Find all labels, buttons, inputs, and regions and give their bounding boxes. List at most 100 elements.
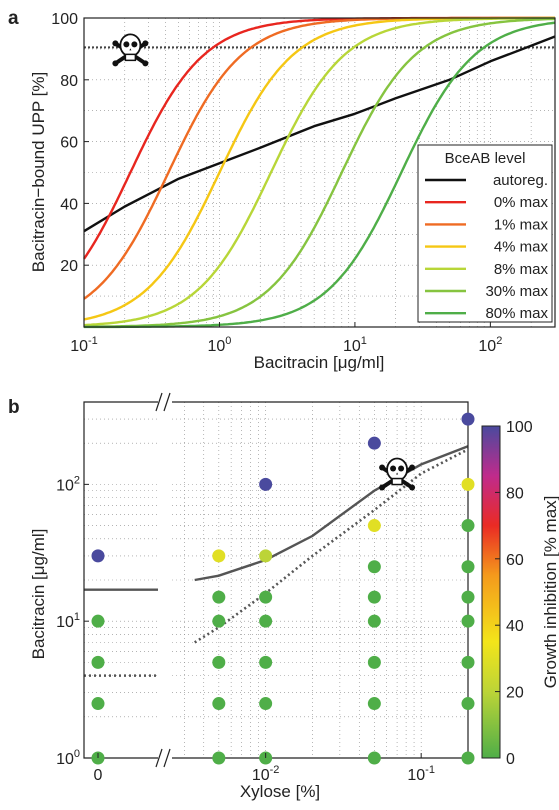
colorbar-tick-label: 80 [506, 485, 524, 502]
series-line-5 [84, 17, 556, 328]
x-tick-label: 0 [94, 767, 103, 784]
x-tick-label-base: 10 [252, 767, 270, 784]
solid-threshold-line [194, 445, 469, 582]
x-tick-label-base: 10 [70, 338, 88, 355]
legend-label-0: autoreg. [493, 172, 548, 189]
colorbar-tick-label: 0 [506, 751, 515, 768]
x-tick-label-base: 10 [207, 338, 225, 355]
panel-b-y-label: Bacitracin [μg/ml] [29, 529, 48, 660]
colorbar-label: Growth inhibition [% max] [541, 496, 559, 689]
data-point [212, 549, 226, 563]
x-tick-label-exp: -2 [270, 764, 280, 776]
y-tick-label: 101 [56, 611, 80, 631]
y-tick-label: 100 [51, 11, 78, 28]
panel-a-legend: BceAB level autoreg. 0% max 1% max 4% max 8%… [417, 144, 553, 323]
colorbar-tick-label: 20 [506, 685, 524, 702]
colorbar-tick-label: 40 [506, 618, 524, 635]
x-tick-label-exp: -1 [425, 764, 435, 776]
data-point [212, 614, 226, 628]
x-tick-label-base: 10 [407, 767, 425, 784]
skull-crossbones-icon [110, 32, 151, 69]
series-line-4 [83, 16, 555, 327]
x-tick-label-exp: 0 [225, 335, 231, 347]
panel-a-letter: a [8, 8, 19, 29]
dotted-threshold-line [194, 448, 469, 644]
data-point [259, 590, 273, 604]
panel-a-threshold [84, 32, 555, 69]
x-tick-label: 10-1 [70, 335, 98, 355]
data-point [367, 519, 381, 533]
legend-label-4: 8% max [494, 261, 549, 278]
data-point [461, 697, 475, 711]
data-point [461, 751, 475, 765]
legend-label-6: 80% max [485, 305, 548, 322]
legend-label-2: 1% max [494, 216, 549, 233]
legend-label-3: 4% max [494, 239, 549, 256]
y-tick-label: 60 [60, 135, 78, 152]
data-point [461, 590, 475, 604]
axis-break-mark [155, 392, 163, 412]
panel-b-plot-frame [83, 392, 469, 768]
data-point [212, 751, 226, 765]
x-tick-label-base: 0 [94, 767, 103, 784]
data-point [212, 697, 226, 711]
data-point [461, 614, 475, 628]
y-tick-label: 20 [60, 258, 78, 275]
x-tick-label: 102 [478, 335, 502, 355]
axis-break-mark [163, 392, 171, 412]
data-point [461, 477, 475, 491]
y-tick-label: 100 [56, 748, 80, 768]
y-tick-label: 102 [56, 474, 80, 494]
y-tick-label-exp: 1 [74, 611, 80, 623]
data-point [461, 412, 475, 426]
legend-label-1: 0% max [494, 194, 549, 211]
data-point [259, 655, 273, 669]
x-tick-label: 100 [207, 335, 231, 355]
axis-break-mark [163, 748, 171, 768]
colorbar-tick-label: 60 [506, 552, 524, 569]
legend-title: BceAB level [445, 150, 526, 167]
axis-break-mark [155, 748, 163, 768]
data-point [212, 655, 226, 669]
x-tick-label-exp: 1 [361, 335, 367, 347]
data-point [367, 614, 381, 628]
panel-b-x-label: Xylose [%] [240, 782, 320, 801]
data-point [259, 614, 273, 628]
y-tick-label: 40 [60, 196, 78, 213]
x-tick-label: 10-1 [407, 764, 435, 784]
panel-a-y-label: Bacitracin−bound UPP [%] [29, 72, 48, 273]
data-point [259, 477, 273, 491]
x-tick-label-exp: 2 [496, 335, 502, 347]
data-point [367, 655, 381, 669]
data-point [461, 560, 475, 574]
data-point [91, 697, 105, 711]
y-tick-label-exp: 0 [74, 748, 80, 760]
data-point [91, 549, 105, 563]
panel-a-plot-frame [83, 17, 556, 328]
x-tick-label: 101 [343, 335, 367, 355]
panel-b-letter: b [8, 397, 20, 418]
series-line-0 [83, 35, 556, 233]
data-point [367, 560, 381, 574]
y-tick-label-base: 10 [56, 614, 74, 631]
x-tick-label-base: 10 [478, 338, 496, 355]
data-point [461, 655, 475, 669]
colorbar-gradient [481, 425, 501, 759]
frame-left [83, 401, 158, 759]
data-point [91, 614, 105, 628]
legend-box [417, 144, 553, 323]
panel-b-points [91, 412, 475, 765]
data-point [367, 436, 381, 450]
panel-b-lines [84, 445, 469, 677]
data-point [91, 655, 105, 669]
x-tick-label-exp: -1 [88, 335, 98, 347]
panel-a-x-label: Bacitracin [μg/ml] [254, 353, 385, 372]
x-tick-label: 10-2 [252, 764, 280, 784]
y-tick-label-base: 10 [56, 751, 74, 768]
colorbar: 0 20 40 60 80 100 Growth inhibition [% max] [481, 419, 559, 768]
data-point [367, 697, 381, 711]
